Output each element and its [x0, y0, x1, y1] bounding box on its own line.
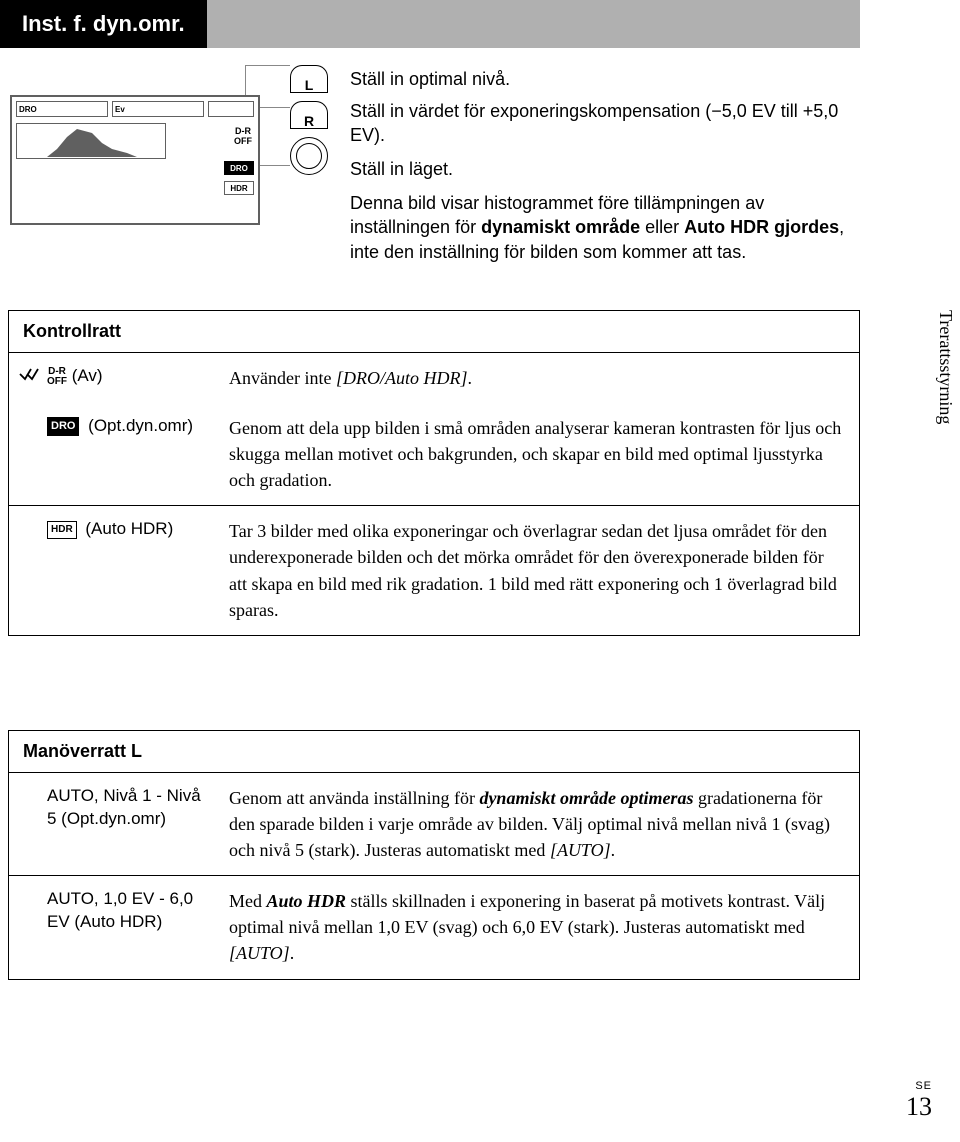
- connector: [260, 107, 290, 108]
- row-auto-niva-label: AUTO, Nivå 1 - Nivå 5 (Opt.dyn.omr): [9, 773, 215, 875]
- table-manoverratt: Manöverratt L AUTO, Nivå 1 - Nivå 5 (Opt…: [8, 730, 860, 980]
- page-number: SE 13: [906, 1080, 932, 1122]
- screen-ev-cell: Ev: [112, 101, 204, 117]
- hdr-icon: HDR: [47, 521, 77, 539]
- screen-histogram: [16, 123, 166, 159]
- table1-head: Kontrollratt: [9, 311, 859, 352]
- row-hdr-label: HDR (Auto HDR): [9, 506, 215, 634]
- row-dro-label: DRO (Opt.dyn.omr): [9, 403, 215, 505]
- screen-misc-cell: [208, 101, 254, 117]
- dial-column: L R: [290, 65, 336, 175]
- screen-dro-badge: DRO: [224, 161, 254, 175]
- check-icon: [19, 367, 39, 383]
- row-auto-ev-label: AUTO, 1,0 EV - 6,0 EV (Auto HDR): [9, 876, 215, 978]
- row-hdr-desc: Tar 3 bilder med olika exponeringar och …: [215, 506, 859, 634]
- side-label: Trerattsstyrning: [935, 310, 956, 424]
- title-bar: Inst. f. dyn.omr.: [0, 0, 860, 48]
- table-row: HDR (Auto HDR) Tar 3 bilder med olika ex…: [9, 505, 859, 634]
- diagram-area: DRO Ev D-ROFF DRO HDR L R Ställ in optim…: [10, 65, 860, 285]
- step-3: Ställ in läget.: [350, 157, 860, 181]
- step-1: Ställ in optimal nivå.: [350, 67, 860, 91]
- connector: [245, 65, 290, 66]
- table-row: AUTO, Nivå 1 - Nivå 5 (Opt.dyn.omr) Geno…: [9, 772, 859, 875]
- screen-dro-cell: DRO: [16, 101, 108, 117]
- row-auto-ev-desc: Med Auto HDR ställs skillnaden i exponer…: [215, 876, 859, 978]
- dial-L: L: [290, 65, 328, 93]
- table-row: DRO (Opt.dyn.omr) Genom att dela upp bil…: [9, 403, 859, 505]
- jog-dial: [290, 137, 328, 175]
- table2-head: Manöverratt L: [9, 731, 859, 772]
- screen-mock: DRO Ev D-ROFF DRO HDR: [10, 95, 260, 225]
- row-av-label: D-ROFF (Av): [9, 353, 215, 403]
- row-dro-desc: Genom att dela upp bilden i små områden …: [215, 403, 859, 505]
- screen-dr-off: D-ROFF: [234, 127, 252, 147]
- histogram-note: Denna bild visar histogrammet före tillä…: [350, 191, 860, 264]
- screen-hdr-badge: HDR: [224, 181, 254, 195]
- dial-R: R: [290, 101, 328, 129]
- row-auto-niva-desc: Genom att använda inställning för dynami…: [215, 773, 859, 875]
- row-av-desc: Använder inte [DRO/Auto HDR].: [215, 353, 859, 403]
- connector: [260, 165, 290, 166]
- step-2: Ställ in värdet för exponeringskompensat…: [350, 99, 860, 148]
- table-row: D-ROFF (Av) Använder inte [DRO/Auto HDR]…: [9, 352, 859, 403]
- dro-icon: DRO: [47, 417, 79, 436]
- table-kontrollratt: Kontrollratt D-ROFF (Av) Använder inte […: [8, 310, 860, 636]
- connector: [245, 65, 246, 95]
- page-title: Inst. f. dyn.omr.: [0, 0, 207, 48]
- table-row: AUTO, 1,0 EV - 6,0 EV (Auto HDR) Med Aut…: [9, 875, 859, 978]
